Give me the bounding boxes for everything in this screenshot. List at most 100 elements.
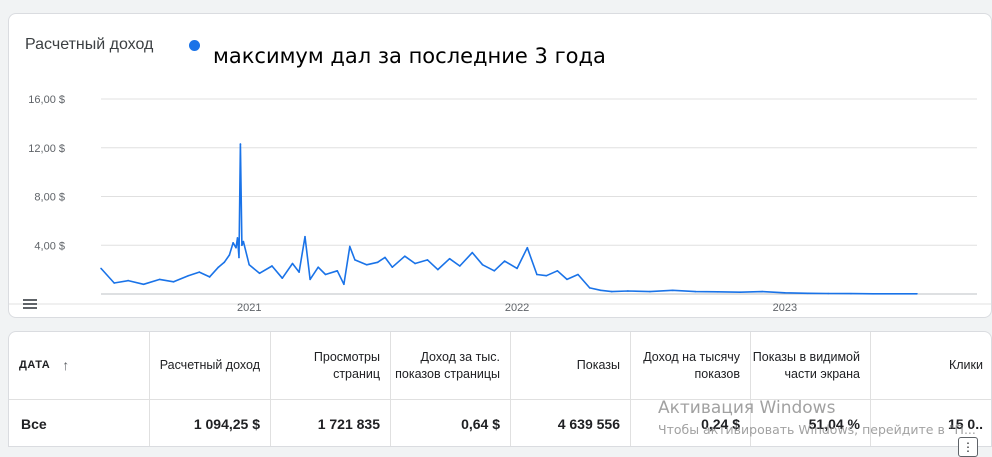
table-header-clicks[interactable]: Клики xyxy=(871,332,991,400)
x-tick-label: 2023 xyxy=(773,302,797,314)
data-point xyxy=(232,242,234,244)
data-point xyxy=(850,292,852,295)
table-header-date[interactable]: ДАТА ↑ xyxy=(9,332,150,400)
data-point xyxy=(217,266,220,268)
y-tick-label: 8,00 $ xyxy=(34,192,65,204)
legend-menu-icon[interactable] xyxy=(21,297,39,313)
table-header-page-rpm[interactable]: Доход за тыс. показов страницы xyxy=(391,332,511,400)
data-point xyxy=(827,292,830,295)
data-point xyxy=(426,259,429,261)
data-point xyxy=(694,290,697,293)
watermark-line-2: Чтобы активировать Windows, перейдите в … xyxy=(658,422,976,437)
table-header-pageviews[interactable]: Просмотры страниц xyxy=(271,332,391,400)
more-options-icon[interactable]: ⋮ xyxy=(958,437,978,457)
watermark-line-1: Активация Windows xyxy=(658,398,836,418)
data-point xyxy=(187,274,190,277)
data-point xyxy=(142,283,145,286)
chart-title: Расчетный доход xyxy=(25,36,154,53)
estimated-revenue-chart-card: Расчетный доход 4,00 $ 8,00 $ 12,00 $ 16,00… xyxy=(8,13,992,318)
data-point xyxy=(208,276,211,278)
data-point xyxy=(258,272,261,275)
data-point xyxy=(172,281,175,283)
data-point xyxy=(365,263,368,266)
data-point xyxy=(354,259,356,261)
data-point xyxy=(414,262,416,265)
data-point xyxy=(271,265,273,267)
x-tick-label: 2022 xyxy=(505,302,529,314)
data-point xyxy=(448,257,451,260)
data-point xyxy=(526,246,529,249)
data-point xyxy=(503,260,506,262)
data-point xyxy=(671,289,674,292)
data-point xyxy=(236,237,239,239)
data-point xyxy=(304,235,306,238)
cell-impression-rpm: 0,24 $ xyxy=(631,400,751,446)
data-point xyxy=(113,282,116,284)
data-point xyxy=(228,254,231,256)
data-point xyxy=(481,263,484,266)
data-point xyxy=(100,267,102,270)
cell-active-view: 51,04 % xyxy=(751,400,871,446)
cell-page-rpm: 0,64 $ xyxy=(391,400,511,446)
data-point xyxy=(536,273,538,276)
cell-impressions: 4 639 556 xyxy=(511,400,631,446)
y-tick-label: 12,00 $ xyxy=(28,143,65,155)
data-point xyxy=(198,271,201,273)
report-table: ДАТА ↑ Расчетный доход Просмотры страниц … xyxy=(8,331,992,447)
data-point xyxy=(588,287,591,289)
data-point xyxy=(376,261,379,264)
data-point xyxy=(437,268,439,271)
data-point xyxy=(158,278,161,281)
data-point xyxy=(459,265,461,267)
data-point xyxy=(298,271,300,273)
y-tick-label: 16,00 $ xyxy=(28,94,65,106)
table-header-revenue[interactable]: Расчетный доход xyxy=(150,332,271,400)
data-point xyxy=(309,278,311,281)
series-color-dot xyxy=(189,40,200,51)
data-point xyxy=(516,267,518,270)
cell-clicks: 15 0.. xyxy=(947,416,983,432)
data-point xyxy=(248,263,251,266)
table-row-label: Все xyxy=(9,400,150,446)
data-point xyxy=(384,256,386,259)
data-point xyxy=(739,291,741,293)
data-point xyxy=(235,246,237,249)
data-point xyxy=(281,277,284,279)
data-point xyxy=(761,290,763,293)
data-point xyxy=(317,266,320,268)
data-point xyxy=(556,270,559,272)
data-point xyxy=(806,292,809,295)
data-point xyxy=(649,290,651,293)
data-point xyxy=(471,251,474,254)
data-point xyxy=(577,273,579,276)
x-tick-label: 2021 xyxy=(237,302,261,314)
data-point xyxy=(336,270,339,272)
data-point xyxy=(403,255,406,258)
data-point xyxy=(238,256,240,259)
data-point xyxy=(343,283,345,286)
data-point xyxy=(545,274,548,277)
data-point xyxy=(291,262,294,265)
series-line xyxy=(100,143,917,295)
sort-arrow-up-icon[interactable]: ↑ xyxy=(62,357,70,374)
data-point xyxy=(627,290,629,292)
data-point xyxy=(324,273,327,276)
cell-revenue: 1 094,25 $ xyxy=(150,400,271,446)
table-header-impressions[interactable]: Показы xyxy=(511,332,631,400)
data-point xyxy=(242,240,245,243)
table-header-impression-rpm[interactable]: Доход на тысячу показов xyxy=(631,332,751,400)
data-point xyxy=(127,279,129,282)
revenue-line-chart: 4,00 $ 8,00 $ 12,00 $ 16,00 $ 2021 2022 2023 xyxy=(9,94,991,314)
cell-pageviews: 1 721 835 xyxy=(271,400,391,446)
data-point xyxy=(348,245,351,248)
data-point xyxy=(599,289,602,292)
data-point xyxy=(784,291,786,294)
table-header-active-view[interactable]: Показы в видимой части экрана xyxy=(751,332,871,400)
data-point xyxy=(493,270,496,272)
data-point xyxy=(916,292,918,295)
y-tick-label: 4,00 $ xyxy=(34,240,65,252)
data-point xyxy=(241,244,243,247)
windows-activation-watermark: Активация Windows Чтобы активировать Win… xyxy=(658,398,976,437)
data-point xyxy=(716,291,719,293)
annotation-note: максимум дал за последние 3 года xyxy=(213,44,606,68)
